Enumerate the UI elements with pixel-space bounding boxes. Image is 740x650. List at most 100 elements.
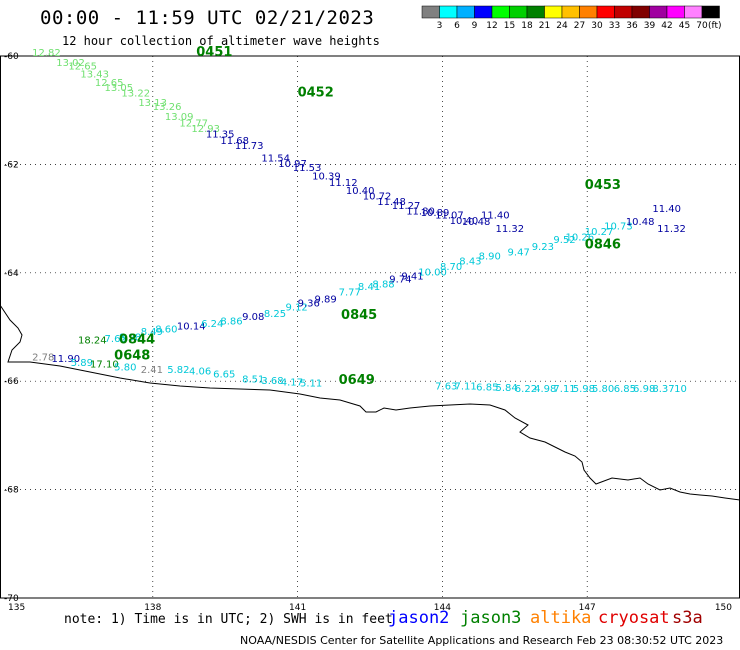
wave-height-value: 8.60 — [155, 324, 177, 335]
wave-height-value: 7.65 — [105, 334, 127, 345]
footnote: note: 1) Time is in UTC; 2) SWH is in fe… — [64, 612, 393, 627]
wave-height-value: 10 — [674, 384, 687, 395]
wave-height-value: 11.27 — [392, 201, 421, 212]
colorbar-tick-label: 70 — [696, 21, 708, 31]
colorbar-tick-label: 6 — [454, 21, 460, 31]
wave-height-value: 11.32 — [657, 224, 686, 235]
wave-height-value: 10.73 — [604, 221, 633, 232]
wave-height-value: 2.78 — [32, 353, 54, 364]
latitude-label: -70 — [4, 594, 19, 604]
wave-height-value: 8.25 — [264, 309, 286, 320]
wave-height-value: 3.68 — [261, 376, 283, 387]
wave-height-value: 5.80 — [592, 384, 614, 395]
wave-height-value: 11.40 — [481, 211, 510, 222]
wave-height-value: 6.65 — [213, 369, 235, 380]
wave-height-value: 13.26 — [153, 102, 182, 113]
wave-height-value: 7.77 — [339, 288, 361, 299]
map-frame — [0, 55, 740, 599]
wave-height-colorbar: 3 6 9 12 15 18 21 24 27 30 33 36 39 42 45 70 (ft) — [421, 5, 722, 31]
wave-height-value: 7.11 — [553, 384, 575, 395]
colorbar-tick-label: 39 — [644, 21, 656, 31]
wave-height-value: 10.48 — [626, 217, 655, 228]
wave-height-value: 11.40 — [652, 204, 681, 215]
wave-height-value: 2.41 — [141, 365, 163, 376]
wave-height-value: 4.06 — [189, 367, 211, 378]
wave-height-value: 9.74 — [389, 275, 411, 286]
wave-height-value: 8.43 — [459, 257, 481, 268]
track-time-label: 0844 — [119, 332, 155, 347]
wave-height-value: 18.24 — [78, 335, 107, 346]
wave-height-value: 6.85 — [476, 382, 498, 393]
colorbar-tick-label: 24 — [556, 21, 568, 31]
wave-height-value: 11.73 — [235, 141, 264, 152]
wave-height-value: 5.80 — [114, 362, 136, 373]
colorbar-tick-label: 30 — [591, 21, 603, 31]
colorbar-tick-label: 27 — [574, 21, 585, 31]
wave-height-value: 11.53 — [293, 163, 322, 174]
wave-height-value: 11.07 — [435, 211, 464, 222]
wave-height-value: 12.65 — [68, 62, 97, 73]
wave-height-value: 10.27 — [585, 227, 614, 238]
track-time-label: 0846 — [585, 237, 621, 252]
wave-height-value: 9.52 — [553, 235, 575, 246]
wave-height-value: 12.93 — [191, 124, 220, 135]
wave-height-value: 10.40 — [346, 186, 375, 197]
wave-height-value: 17.10 — [90, 360, 119, 371]
wave-height-value: 6.24 — [201, 319, 223, 330]
wave-height-value: 11.48 — [377, 197, 406, 208]
colorbar-tick-label: 21 — [539, 21, 550, 31]
track-time-label: 0648 — [114, 349, 150, 364]
wave-height-value: 10.48 — [462, 217, 491, 228]
wave-height-value: 10.72 — [363, 192, 392, 203]
colorbar-tick-label: 12 — [486, 21, 497, 31]
latitude-label: -62 — [4, 160, 19, 170]
wave-height-value: 10.40 — [450, 216, 479, 227]
wave-height-value: 13.09 — [165, 112, 194, 123]
colorbar-tick-label: 3 — [437, 21, 443, 31]
wave-height-value: 10.14 — [177, 322, 206, 333]
satellite-legend-jason3: jason3 — [460, 608, 522, 628]
page-title: 00:00 - 11:59 UTC 02/21/2023 — [40, 7, 375, 29]
wave-height-value: 12.82 — [32, 48, 61, 59]
wave-height-value: 5.84 — [495, 383, 517, 394]
longitude-label: 141 — [289, 603, 306, 613]
track-time-label: 0452 — [298, 86, 334, 101]
wave-height-value: 10.26 — [565, 232, 594, 243]
wave-height-value: 5.82 — [167, 365, 189, 376]
wave-height-value: 8.88 — [372, 279, 394, 290]
track-time-label: 0451 — [196, 45, 232, 60]
wave-height-value: 4.17 — [281, 378, 303, 389]
wave-height-value: 8.70 — [440, 262, 462, 273]
satellite-legend-altika: altika — [530, 608, 592, 628]
colorbar-tick-label: 18 — [521, 21, 533, 31]
wave-height-value: 7.63 — [435, 381, 457, 392]
wave-height-value: 8.51 — [242, 374, 264, 385]
wave-height-value: 4.98 — [534, 384, 556, 395]
wave-height-value: 13.13 — [138, 98, 167, 109]
wave-height-value: 5.98 — [573, 384, 595, 395]
wave-height-value: 12.77 — [179, 118, 208, 129]
latitude-label: -66 — [4, 377, 19, 387]
wave-height-value: 11.32 — [495, 224, 524, 235]
wave-height-value: 6.85 — [614, 384, 636, 395]
wave-height-value: 12.65 — [95, 78, 124, 89]
wave-height-value: 9.41 — [401, 271, 423, 282]
longitude-label: 135 — [8, 603, 25, 613]
colorbar-unit-label: (ft) — [708, 21, 722, 31]
wave-height-value: 8.41 — [358, 282, 380, 293]
colorbar-tick-label: 45 — [679, 21, 690, 31]
antarctic-coastline — [0, 304, 740, 501]
longitude-label: 150 — [715, 603, 732, 613]
colorbar-tick-label: 33 — [609, 21, 620, 31]
satellite-legend-s3a: s3a — [672, 608, 703, 628]
wave-height-value: 13.22 — [121, 89, 150, 100]
wave-height-value: 9.89 — [314, 295, 336, 306]
wave-height-value: 5.89 — [71, 358, 93, 369]
wave-height-value: 11.80 — [406, 206, 435, 217]
satellite-legend-jason2: jason2 — [388, 608, 450, 628]
colorbar-swatch — [701, 5, 720, 19]
wave-height-value: 9.47 — [508, 247, 530, 258]
wave-height-value: 11.54 — [261, 154, 290, 165]
wave-height-value: 10.39 — [312, 172, 341, 183]
